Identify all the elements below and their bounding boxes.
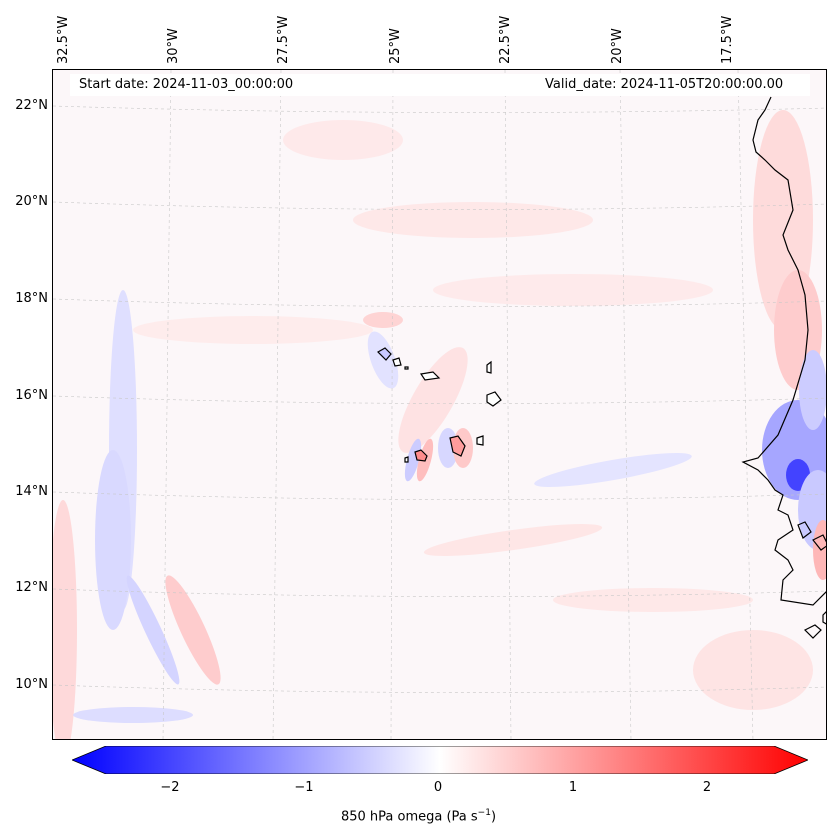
lon-label: 25°W xyxy=(388,28,403,64)
coastline xyxy=(741,96,826,639)
colorbar-tick: 1 xyxy=(568,780,578,795)
omega-shading xyxy=(53,70,826,739)
start-date: Start date: 2024-11-03_00:00:00 xyxy=(79,77,294,92)
islands xyxy=(377,347,502,463)
lon-label: 30°W xyxy=(166,28,181,64)
colorbar-tick: −1 xyxy=(294,780,314,795)
lat-label: 22°N xyxy=(15,98,48,113)
colorbar-label-close: ) xyxy=(490,809,497,825)
valid-date: Valid_date: 2024-11-05T20:00:00.00 xyxy=(545,77,784,92)
colorbar-tick: −2 xyxy=(160,780,180,795)
lon-label: 20°W xyxy=(610,28,625,64)
colorbar-label: 850 hPa omega (Pa s−1) xyxy=(0,808,837,824)
lon-label: 22.5°W xyxy=(498,15,513,64)
lat-label: 12°N xyxy=(15,580,48,595)
colorbar-label-exp: −1 xyxy=(477,808,491,818)
lat-label: 18°N xyxy=(15,291,48,306)
colorbar xyxy=(72,746,808,774)
lat-label: 10°N xyxy=(15,677,48,692)
lon-label: 17.5°W xyxy=(720,15,735,64)
colorbar-tick: 2 xyxy=(702,780,712,795)
lon-label: 27.5°W xyxy=(276,15,291,64)
map-panel[interactable] xyxy=(52,69,827,740)
lon-label: 32.5°W xyxy=(56,15,71,64)
omega-field xyxy=(53,70,826,739)
graticule xyxy=(53,70,826,739)
lat-label: 14°N xyxy=(15,484,48,499)
colorbar-tick: 0 xyxy=(433,780,443,795)
lat-label: 20°N xyxy=(15,194,48,209)
lat-label: 16°N xyxy=(15,388,48,403)
header-strip xyxy=(70,74,810,96)
colorbar-label-text: 850 hPa omega (Pa s xyxy=(340,809,478,825)
